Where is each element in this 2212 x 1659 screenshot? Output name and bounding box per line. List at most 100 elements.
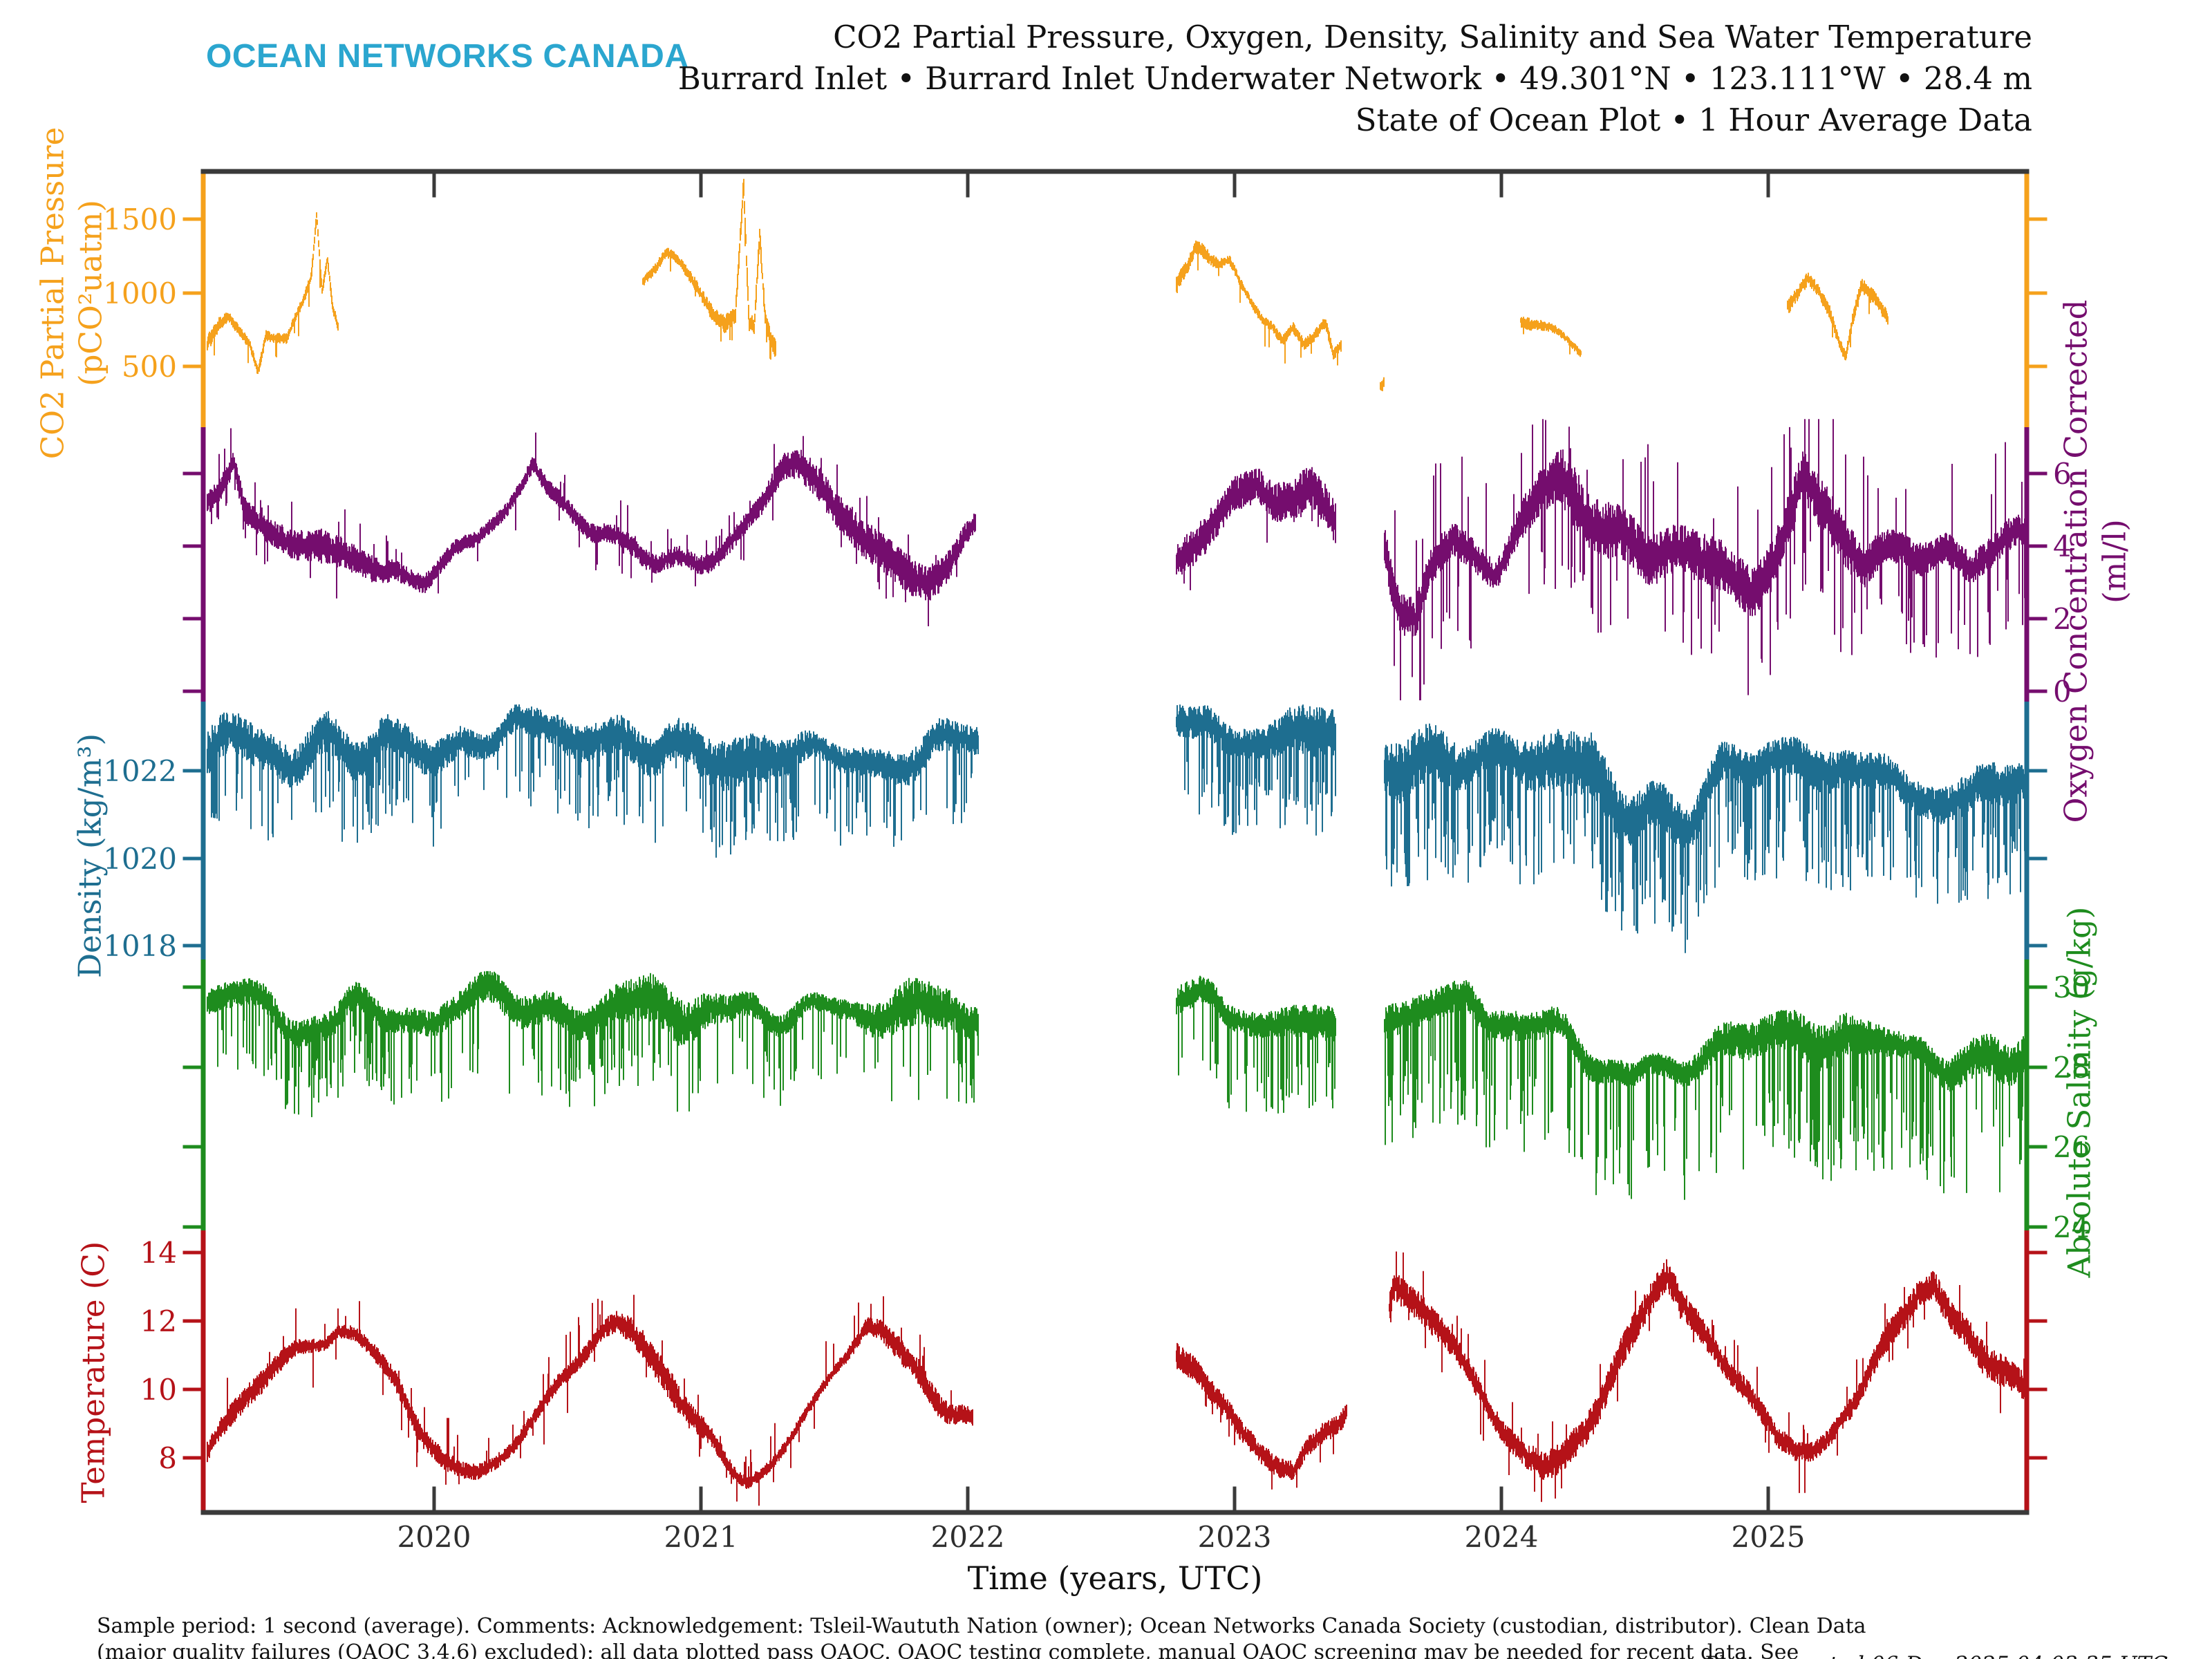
plot-title-block: CO2 Partial Pressure, Oxygen, Density, S… [678, 17, 2032, 141]
tick-label-density-1018: 1018 [103, 929, 177, 963]
tick-left-salinity-30 [182, 985, 201, 989]
plot-generated-timestamp: Plot generated 06-Dec-2025 04:03:35 UTC [1704, 1652, 2168, 1659]
year-label-2022: 2022 [931, 1520, 1005, 1554]
tick-right-temperature-10 [2029, 1387, 2047, 1391]
oxygen-axis-unit-label: (ml/l) [2096, 519, 2133, 603]
tick-label-oxygen-4: 4 [2053, 529, 2072, 563]
series-co2-line [207, 178, 1888, 391]
tick-left-oxygen-0 [182, 689, 201, 693]
year-tick-top-2025 [1766, 174, 1770, 198]
tick-left-salinity-26 [182, 1145, 201, 1149]
year-tick-bottom-2020 [432, 1486, 436, 1510]
year-label-2025: 2025 [1732, 1520, 1806, 1554]
year-tick-bottom-2022 [966, 1486, 970, 1510]
tick-right-salinity-24 [2029, 1225, 2047, 1229]
tick-left-density-1020 [182, 856, 201, 861]
year-label-2020: 2020 [397, 1520, 471, 1554]
left-spine-segment [200, 427, 206, 702]
tick-left-oxygen-2 [182, 617, 201, 621]
x-axis-label: Time (years, UTC) [967, 1559, 1263, 1597]
tick-label-temperature-14: 14 [140, 1236, 177, 1270]
tick-label-oxygen-6: 6 [2053, 457, 2072, 491]
year-tick-top-2021 [699, 174, 703, 198]
tick-label-salinity-28: 28 [2053, 1051, 2090, 1085]
tick-right-oxygen-0 [2029, 689, 2047, 693]
tick-label-salinity-26: 26 [2053, 1130, 2090, 1164]
density-axis-label: Density (kg/m³) [71, 733, 109, 979]
series-temperature-line [207, 1251, 2025, 1506]
year-label-2023: 2023 [1198, 1520, 1272, 1554]
bottom-spine [200, 1510, 2030, 1515]
tick-left-temperature-12 [182, 1319, 201, 1323]
tick-left-density-1018 [182, 944, 201, 948]
salinity-axis-label: Absolute Salinity (g/kg) [2061, 906, 2098, 1278]
tick-label-co2-1500: 1500 [103, 203, 177, 236]
year-tick-bottom-2023 [1232, 1486, 1237, 1510]
tick-left-oxygen-4 [182, 544, 201, 548]
footer-line-1: Sample period: 1 second (average). Comme… [97, 1614, 1866, 1638]
tick-left-co2-1000 [182, 291, 201, 295]
tick-label-density-1020: 1020 [103, 842, 177, 876]
temperature-axis-label: Temperature (C) [75, 1241, 112, 1503]
tick-left-density-1022 [182, 769, 201, 773]
year-tick-top-2024 [1499, 174, 1503, 198]
tick-label-density-1022: 1022 [103, 754, 177, 788]
tick-left-temperature-8 [182, 1456, 201, 1460]
tick-left-co2-500 [182, 364, 201, 368]
tick-right-salinity-28 [2029, 1065, 2047, 1069]
tick-label-temperature-10: 10 [140, 1373, 177, 1407]
year-tick-bottom-2025 [1766, 1486, 1770, 1510]
year-label-2024: 2024 [1465, 1520, 1539, 1554]
tick-right-density-1020 [2029, 856, 2047, 861]
series-density-line [207, 704, 2025, 953]
right-spine-segment [2024, 171, 2030, 427]
co2-axis-label: CO2 Partial Pressure [34, 126, 71, 460]
tick-label-co2-1000: 1000 [103, 276, 177, 310]
title-line-2: Burrard Inlet • Burrard Inlet Underwater… [677, 60, 2032, 97]
tick-label-co2-500: 500 [122, 350, 177, 384]
tick-right-co2-500 [2029, 364, 2047, 368]
tick-label-salinity-24: 24 [2053, 1210, 2090, 1244]
tick-right-oxygen-4 [2029, 544, 2047, 548]
tick-label-temperature-8: 8 [158, 1441, 177, 1475]
tick-right-co2-1500 [2029, 217, 2047, 221]
footer-line-2: (major quality failures (QAQC 3,4,6) exc… [97, 1640, 1799, 1659]
oxygen-axis-label: Oxygen Concentration Corrected [2057, 299, 2094, 823]
title-line-3: State of Ocean Plot • 1 Hour Average Dat… [1355, 102, 2032, 138]
tick-right-salinity-26 [2029, 1145, 2047, 1149]
tick-left-salinity-28 [182, 1065, 201, 1069]
tick-left-temperature-10 [182, 1387, 201, 1391]
tick-right-oxygen-2 [2029, 617, 2047, 621]
year-tick-bottom-2024 [1499, 1486, 1503, 1510]
left-spine-segment [200, 1230, 206, 1512]
tick-right-temperature-8 [2029, 1456, 2047, 1460]
year-tick-top-2022 [966, 174, 970, 198]
year-label-2021: 2021 [664, 1520, 738, 1554]
tick-right-oxygen-6 [2029, 471, 2047, 476]
top-spine [200, 169, 2030, 174]
title-line-1: CO2 Partial Pressure, Oxygen, Density, S… [833, 19, 2032, 55]
tick-right-salinity-30 [2029, 985, 2047, 989]
right-spine-segment [2024, 427, 2030, 702]
co2-axis-unit-label: (pCO²uatm) [72, 200, 109, 386]
left-spine-segment [200, 702, 206, 959]
tick-right-temperature-12 [2029, 1319, 2047, 1323]
tick-right-density-1022 [2029, 769, 2047, 773]
onc-logo: OCEAN NETWORKS CANADA [206, 38, 689, 75]
year-tick-top-2020 [432, 174, 436, 198]
tick-right-co2-1000 [2029, 291, 2047, 295]
right-spine-segment [2024, 702, 2030, 959]
right-spine-segment [2024, 959, 2030, 1230]
tick-label-salinity-30: 30 [2053, 971, 2090, 1004]
left-spine-segment [200, 171, 206, 427]
year-tick-top-2023 [1232, 174, 1237, 198]
tick-label-temperature-12: 12 [140, 1304, 177, 1338]
tick-left-salinity-24 [182, 1225, 201, 1229]
series-salinity-line [207, 971, 2025, 1200]
tick-label-oxygen-0: 0 [2053, 675, 2072, 709]
left-spine-segment [200, 959, 206, 1230]
tick-left-co2-1500 [182, 217, 201, 221]
tick-left-temperature-14 [182, 1250, 201, 1255]
